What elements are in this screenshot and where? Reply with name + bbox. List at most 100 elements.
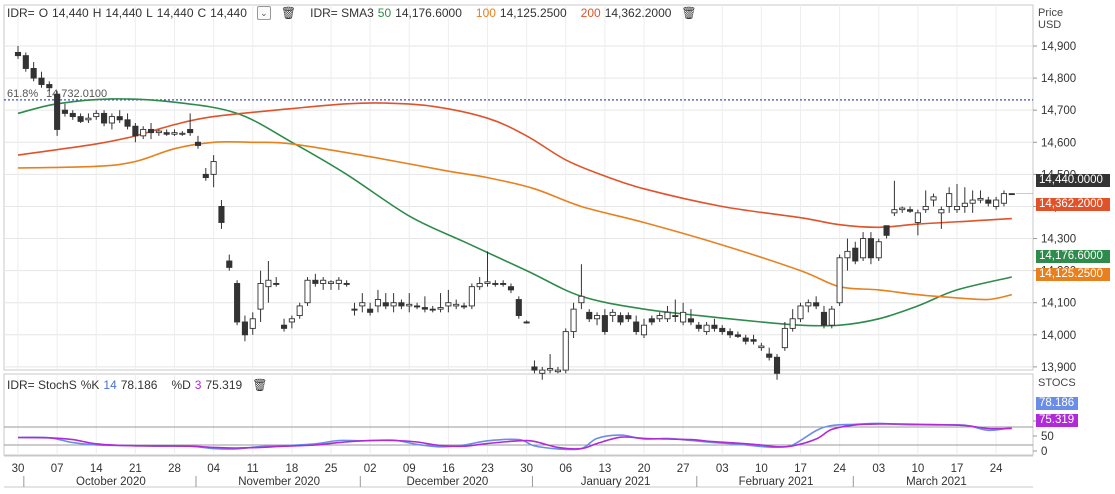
- candle: [961, 187, 968, 213]
- candle: [554, 366, 561, 374]
- candle: [680, 302, 687, 326]
- candle: [249, 312, 256, 335]
- candle-body: [234, 283, 241, 323]
- candle-body: [820, 311, 828, 326]
- candle-body: [969, 199, 976, 204]
- chevron-down-icon[interactable]: ⌄: [256, 6, 271, 20]
- candle-body: [484, 281, 491, 284]
- candle: [147, 123, 155, 140]
- legend-sma200-value: 14,362.2000: [604, 6, 672, 20]
- candle-body: [367, 308, 374, 313]
- legend-symbol: IDR=: [7, 6, 35, 20]
- candle-body: [891, 209, 898, 214]
- fib-value: 14,732.0100: [46, 88, 107, 100]
- candle-body: [241, 321, 248, 336]
- candle-body: [335, 279, 342, 284]
- legend-low-label: L: [146, 6, 153, 20]
- candle: [374, 289, 382, 313]
- candle: [946, 187, 953, 213]
- candle-body: [640, 324, 648, 336]
- candle-body: [124, 119, 131, 127]
- candle: [492, 280, 499, 287]
- date-tick-label: 10: [911, 463, 924, 475]
- candle-body: [320, 279, 327, 284]
- candle: [61, 103, 68, 117]
- candle-body: [531, 366, 538, 371]
- sma200-tag: 14,362.2000: [1036, 198, 1110, 211]
- candle: [14, 46, 22, 59]
- candle-body: [30, 68, 37, 79]
- candle: [711, 318, 718, 332]
- candle-body: [601, 315, 608, 333]
- candle-body: [852, 247, 859, 262]
- candle-body: [492, 283, 499, 285]
- candle: [335, 277, 342, 290]
- candle: [194, 135, 202, 149]
- candle: [468, 283, 475, 310]
- candle: [296, 302, 303, 319]
- stoch-trash-icon[interactable]: 🗑: [252, 378, 268, 392]
- candle-body: [703, 324, 710, 333]
- price-tick-label: 14,000: [1041, 330, 1076, 342]
- candle: [343, 280, 350, 287]
- candle-body: [61, 109, 68, 114]
- candle-body: [93, 112, 100, 118]
- candle: [625, 312, 632, 322]
- date-tick-label: 16: [442, 463, 455, 475]
- candle: [930, 193, 937, 207]
- candle-body: [953, 205, 961, 211]
- main-legend: IDR= O 14,440 H 14,440 L 14,440 C 14,440…: [7, 6, 701, 20]
- candle-body: [867, 238, 874, 259]
- legend-close-label: C: [197, 6, 207, 20]
- candle: [672, 299, 679, 322]
- candle-body: [547, 368, 554, 371]
- candle: [108, 113, 115, 130]
- candle: [85, 113, 92, 124]
- candle: [766, 347, 773, 361]
- price-tick-label: 14,600: [1041, 137, 1076, 149]
- candle-body: [836, 257, 843, 304]
- candle-body: [907, 209, 914, 212]
- candle: [742, 334, 749, 345]
- candle-body: [1008, 193, 1015, 196]
- candle: [226, 254, 233, 271]
- candle: [797, 302, 804, 322]
- candle: [132, 123, 139, 143]
- candle: [656, 312, 663, 322]
- candle-body: [719, 327, 726, 333]
- legend-close-value: 14,440: [210, 6, 247, 20]
- candle-body: [226, 260, 233, 268]
- candle-body: [351, 308, 358, 311]
- candle: [938, 206, 945, 229]
- candle: [601, 309, 608, 335]
- candle: [460, 302, 468, 310]
- legend-sma100-value: 14,125.2500: [499, 6, 567, 20]
- candle-body: [374, 299, 382, 307]
- trash-icon[interactable]: 🗑: [280, 6, 297, 20]
- sma-trash-icon[interactable]: 🗑: [681, 6, 697, 20]
- candle: [281, 318, 288, 332]
- candle-body: [38, 77, 45, 85]
- candle-body: [805, 302, 812, 307]
- candle-body: [179, 132, 186, 135]
- candle: [727, 328, 734, 339]
- candle: [789, 309, 796, 332]
- candle-body: [257, 283, 264, 310]
- date-tick-label: 03: [716, 463, 729, 475]
- candle: [648, 315, 655, 326]
- candle-body: [515, 299, 522, 317]
- candle-body: [85, 117, 92, 121]
- candle-body: [304, 279, 311, 304]
- date-tick-label: 30: [520, 463, 533, 475]
- candle-body: [844, 250, 851, 259]
- candle: [922, 190, 929, 213]
- candle-body: [476, 283, 483, 288]
- stoch-tick-label: 50: [1041, 431, 1054, 443]
- date-tick-label: 17: [951, 463, 964, 475]
- date-tick-label: 11: [247, 463, 259, 475]
- candle: [805, 299, 812, 313]
- candle-body: [860, 238, 867, 259]
- stoch-k-label: %K: [80, 378, 100, 392]
- candle-body: [460, 305, 468, 308]
- candle: [116, 110, 123, 124]
